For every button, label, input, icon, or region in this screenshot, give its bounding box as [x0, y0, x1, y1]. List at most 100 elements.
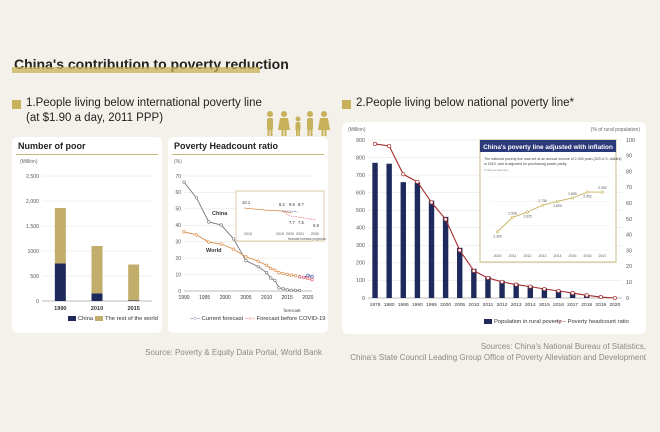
x-tick-label: 2011	[483, 302, 494, 308]
bar-rest-of-world	[91, 246, 103, 294]
inset-data-point	[511, 215, 515, 219]
china-label: China	[212, 211, 228, 217]
section-marker	[342, 100, 351, 109]
legend-swatch: –○–	[245, 316, 255, 322]
right-y-tick-label: 60	[626, 201, 632, 207]
x-tick-label: 2020	[302, 295, 313, 301]
data-point	[528, 284, 533, 289]
x-tick-label: 1990	[54, 306, 66, 312]
right-y-tick-label: 80	[626, 169, 632, 175]
bar-rural-poverty	[513, 283, 519, 298]
number-of-poor-chart: (Million) 0 500 1000 1,500 2,000 2,500 1990 201…	[20, 159, 152, 312]
forecast-label: forecast	[283, 308, 301, 314]
data-point	[457, 248, 462, 253]
x-tick-label: 2000	[440, 302, 451, 308]
inset-desc: in 2010, and is adjusted for purchasing …	[484, 162, 567, 166]
national-poverty-chart: (Million) (% of rural population) 010020…	[348, 127, 640, 308]
chart2-title: Poverty Headcount ratio	[174, 141, 279, 151]
data-point	[306, 276, 310, 280]
bar-rural-poverty	[569, 292, 576, 298]
bar-rest-of-world	[128, 264, 140, 301]
data-point	[443, 217, 448, 222]
inset-unit: (Yuan per annum)	[484, 168, 508, 172]
inset-data-point	[496, 230, 500, 234]
right-y-tick-label: 10	[626, 280, 632, 286]
data-point	[273, 278, 277, 282]
right-y-tick-label: 70	[626, 185, 632, 191]
left-y-tick-label: 0	[362, 296, 365, 302]
inset-data-label: 2,952	[583, 195, 592, 199]
data-point	[500, 279, 505, 284]
left-y-tick-label: 600	[356, 190, 365, 196]
x-tick-label: 2010	[91, 306, 103, 312]
bar-rural-poverty	[471, 268, 477, 298]
data-point	[256, 259, 260, 263]
legend-rest: The rest of the world	[95, 316, 158, 322]
inset-xtick: 2021	[296, 232, 304, 236]
legend-rural-population: Population in rural poverty	[484, 319, 561, 325]
data-point	[542, 286, 547, 292]
data-point	[264, 270, 269, 275]
left-y-axis-label: (Million)	[348, 127, 366, 133]
poverty-line-inset: China's poverty line adjusted with infla…	[479, 139, 621, 263]
y-tick-label: 10	[175, 272, 181, 278]
x-tick-label: 1990	[412, 302, 423, 308]
bar-rural-poverty	[386, 163, 392, 298]
inset-x-tick-label: 2012	[524, 254, 532, 258]
data-point	[293, 274, 298, 278]
data-point	[584, 293, 589, 298]
y-tick-label: 30	[175, 240, 181, 246]
source-right-line1: Sources: China's National Bureau of Stat…	[480, 342, 646, 351]
inset-data-label: 2,736	[538, 199, 547, 203]
bar-rural-poverty	[499, 280, 505, 298]
x-tick-label: 2015	[127, 306, 139, 312]
y-tick-label: 20	[175, 256, 181, 262]
data-point	[281, 287, 285, 291]
data-point	[285, 272, 289, 277]
x-tick-label: 2020	[609, 302, 620, 308]
data-point	[298, 275, 302, 279]
x-tick-label: 1980	[384, 302, 395, 308]
left-y-tick-label: 400	[356, 226, 365, 232]
inset-label: 6.9	[313, 223, 319, 228]
y-tick-label: 50	[175, 207, 181, 213]
inset-poverty-line	[497, 191, 603, 233]
data-point	[207, 220, 211, 224]
y-tick-label: 2,500	[26, 174, 39, 180]
data-point	[306, 273, 310, 277]
data-point	[289, 273, 293, 277]
data-point	[273, 268, 277, 272]
data-point	[269, 276, 273, 280]
inset-data-point	[571, 196, 575, 200]
data-point	[219, 242, 223, 246]
source-right-line2: China's State Council Leading Group Offi…	[350, 353, 646, 362]
data-point	[289, 288, 293, 292]
right-y-tick-label: 50	[626, 217, 632, 223]
covid-forecast-line	[299, 276, 313, 281]
legend-label: Forecast before COVID-19	[256, 316, 326, 322]
y-tick-label: 500	[30, 274, 39, 280]
inset-data-point	[526, 210, 530, 214]
bar-rural-poverty	[541, 288, 548, 298]
left-y-tick-label: 200	[356, 261, 365, 267]
left-y-tick-label: 100	[356, 278, 365, 284]
x-tick-label: 1995	[199, 295, 210, 301]
left-y-tick-label: 300	[356, 243, 365, 249]
current-forecast-line	[299, 274, 313, 278]
inset-xtick: 2030	[311, 232, 319, 236]
x-tick-label: 1995	[426, 302, 437, 308]
data-point	[244, 255, 248, 259]
inset-data-label: 2,952	[598, 186, 607, 190]
bar-rural-poverty	[400, 182, 406, 298]
inset-data-label: 2,800	[553, 204, 562, 208]
data-point	[182, 230, 186, 234]
y-tick-label: 70	[175, 174, 181, 180]
inset-label: 7.7	[289, 220, 295, 225]
y-tick-label: 0	[36, 299, 39, 305]
section1-line1: 1.People living below international pove…	[26, 97, 262, 109]
left-y-tick-label: 900	[356, 138, 365, 144]
section1-title: 1.People living below international pove…	[26, 96, 262, 126]
inset-x-tick-label: 2017	[599, 254, 607, 258]
data-point	[219, 223, 223, 227]
x-tick-label: 2005	[454, 302, 465, 308]
